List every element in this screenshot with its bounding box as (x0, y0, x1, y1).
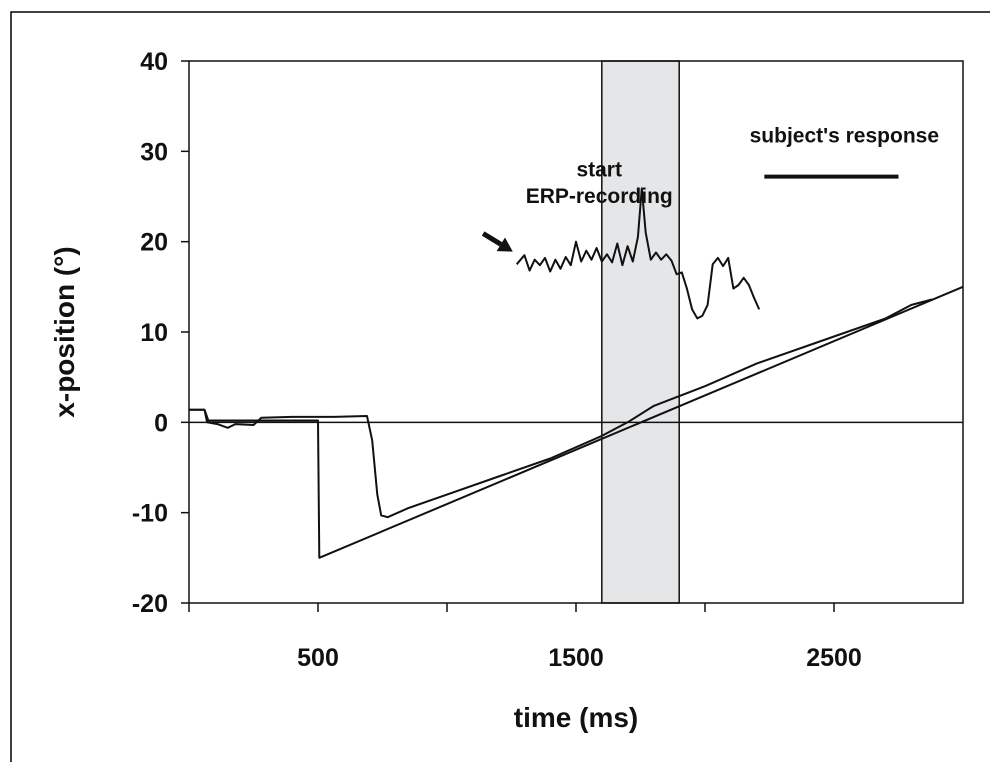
y-tick-label: -20 (132, 590, 168, 618)
figure-border (10, 11, 990, 762)
eye-line (189, 298, 933, 519)
x-axis-title: time (ms) (514, 702, 638, 733)
y-axis-title: x-position (°) (49, 246, 80, 417)
y-tick-label: 10 (140, 319, 168, 347)
x-tick-label: 1500 (548, 644, 604, 672)
x-tick-label: 2500 (806, 644, 862, 672)
erp-eye-signal-line (515, 187, 761, 320)
y-tick-label: -10 (132, 500, 168, 528)
x-axis-ticks: 500 1500 2500 (188, 603, 862, 672)
y-tick-label: 0 (154, 409, 168, 437)
highlight-interval (601, 60, 680, 604)
arrow-head (496, 237, 513, 252)
y-tick-label: 30 (140, 138, 168, 166)
y-tick-label: 20 (140, 229, 168, 257)
annotation-subjects-response: subject's response (750, 124, 939, 147)
arrow-shaft (481, 231, 503, 247)
y-tick-label: 40 (140, 48, 168, 76)
annotation-erp-recording: ERP-recording (526, 185, 673, 208)
x-tick-label: 500 (297, 644, 339, 672)
data-series (189, 187, 964, 559)
annotation-start: start (576, 159, 622, 182)
annotations: start ERP-recording subject's response (481, 124, 939, 252)
y-axis-ticks: -20 -10 0 10 20 30 40 (132, 48, 189, 618)
